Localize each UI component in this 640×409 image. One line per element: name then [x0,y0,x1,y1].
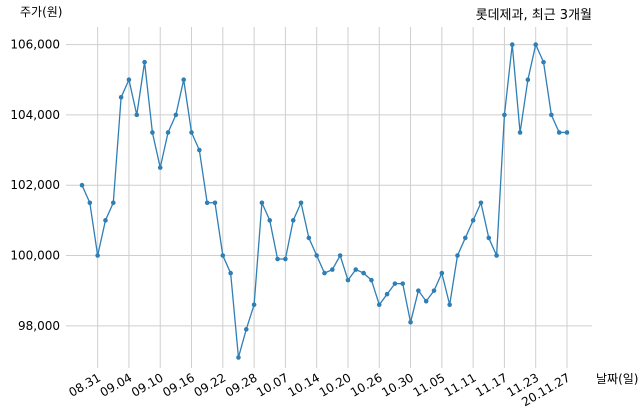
data-point [447,302,452,308]
data-point [337,253,343,258]
data-point [455,253,460,258]
data-point [353,267,359,272]
data-point [494,253,499,258]
data-point [423,298,429,304]
data-point [87,200,93,206]
data-point [134,112,140,118]
data-point [110,200,116,206]
data-point [549,112,554,118]
data-point [189,130,194,135]
x-tick-label: 09.04 [98,370,135,399]
data-point [79,182,85,188]
y-tick-label: 106,000 [10,38,60,52]
data-point [212,200,218,206]
data-point [298,200,304,206]
y-tick-label: 98,000 [18,319,60,333]
data-point [392,281,398,286]
data-point [103,218,108,223]
data-point [126,77,132,83]
data-point [306,235,312,241]
data-point [290,218,296,223]
data-point [384,291,390,297]
y-tick-label: 100,000 [10,249,60,263]
y-tick-labels: 98,000 100,000 102,000 104,000 106,000 [10,38,60,333]
x-tick-label: 10.14 [285,370,322,399]
x-tick-label: 09.10 [129,370,166,399]
data-point [283,256,288,262]
data-point [251,302,257,308]
data-point [267,218,273,223]
data-point [243,327,249,332]
data-point [165,130,171,135]
grid [66,27,592,368]
data-point [330,267,335,272]
data-point [275,256,280,262]
data-point [533,42,539,47]
data-point [470,218,476,223]
data-point [204,200,210,206]
y-tick-label: 104,000 [10,108,60,122]
data-point [478,200,484,206]
data-point [173,112,179,118]
y-tick-label: 102,000 [10,178,60,192]
chart-title: 롯데제과, 최근 3개월 [476,8,592,23]
data-point [236,355,241,360]
x-tick-label: 10.07 [254,370,291,399]
data-point [541,59,546,65]
x-tick-label: 10.26 [348,370,385,399]
data-point [517,130,523,135]
data-point [150,130,155,135]
data-point [502,112,507,118]
x-tick-label: 10.30 [379,370,416,399]
x-tick-label: 11.05 [411,370,448,399]
data-point [322,270,327,276]
price-line [81,42,567,358]
data-point [361,270,366,276]
data-point [181,77,186,83]
data-point [197,147,202,153]
x-tick-label: 09.22 [192,370,229,399]
data-point [157,165,163,170]
data-point [142,59,147,65]
x-tick-label: 08.31 [66,370,103,399]
data-point [509,42,515,47]
data-point [228,270,233,276]
data-point [416,288,421,293]
data-point [408,319,413,325]
data-point [439,270,445,276]
data-point [345,277,351,283]
data-point [525,77,531,83]
data-point [564,130,570,135]
data-point [556,130,562,135]
x-tick-label: 11.11 [442,370,479,399]
x-tick-label: 10.20 [317,370,354,399]
data-point [314,253,319,258]
x-tick-label: 09.16 [160,370,197,399]
y-axis-title: 주가(원) [20,5,62,19]
data-point [220,253,226,258]
data-point [369,277,374,283]
data-point [486,235,492,241]
data-point [463,235,468,241]
x-tick-labels: 08.3109.0409.1009.1609.2209.2810.0710.14… [66,370,572,409]
data-point [376,302,382,308]
data-point [400,281,406,286]
data-points [79,42,570,360]
data-point [431,288,437,293]
x-axis-title: 날짜(일) [596,372,638,386]
data-point [95,253,100,258]
x-tick-label: 11.17 [473,370,510,399]
data-point [118,95,124,100]
x-tick-label: 09.28 [223,370,260,399]
data-point [259,200,265,206]
